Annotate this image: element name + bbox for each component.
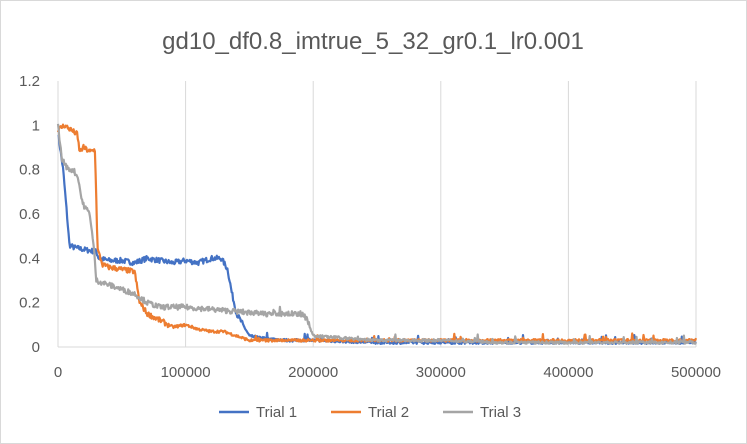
chart-title: gd10_df0.8_imtrue_5_32_gr0.1_lr0.001 bbox=[162, 28, 584, 55]
legend-label-3: Trial 3 bbox=[480, 404, 521, 421]
series-layer bbox=[56, 123, 698, 345]
grid-layer bbox=[185, 81, 697, 347]
series-line-3 bbox=[56, 123, 697, 345]
x-tick-label: 400000 bbox=[543, 364, 593, 381]
y-tick-label: 0.4 bbox=[19, 250, 40, 267]
x-tick-label: 0 bbox=[54, 364, 62, 381]
y-tick-label: 0 bbox=[32, 339, 40, 356]
y-tick-label: 1 bbox=[32, 117, 40, 134]
y-tick-label: 0.6 bbox=[19, 206, 40, 223]
legend: Trial 1 Trial 2 Trial 3 bbox=[219, 404, 521, 421]
legend-label-1: Trial 1 bbox=[256, 404, 297, 421]
y-tick-label: 0.2 bbox=[19, 295, 40, 312]
legend-label-2: Trial 2 bbox=[368, 404, 409, 421]
series-line-2 bbox=[56, 123, 698, 343]
y-tick-label: 1.2 bbox=[19, 73, 40, 90]
y-tick-label: 0.8 bbox=[19, 162, 40, 179]
axis-layer: 0 100000 200000 300000 400000 500000 0 0.2 0.4 0.… bbox=[19, 73, 721, 381]
x-tick-label: 300000 bbox=[416, 364, 466, 381]
x-tick-label: 500000 bbox=[671, 364, 721, 381]
x-tick-label: 200000 bbox=[288, 364, 338, 381]
series-line-1 bbox=[57, 133, 697, 345]
x-tick-label: 100000 bbox=[161, 364, 211, 381]
